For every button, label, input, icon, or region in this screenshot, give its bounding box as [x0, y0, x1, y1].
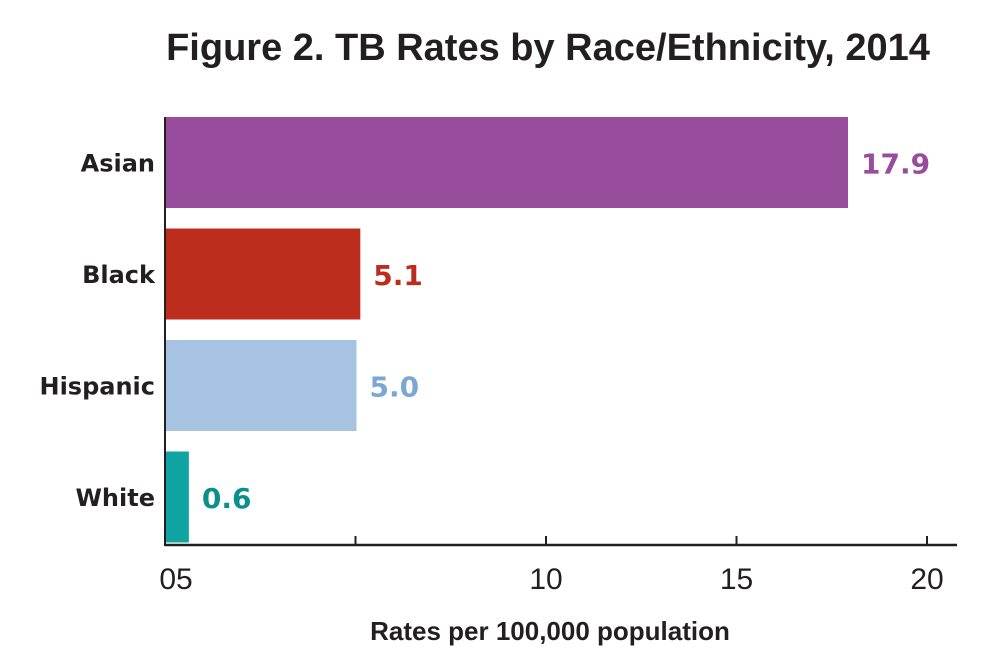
x-tick-label: 10 — [529, 563, 562, 596]
category-label-asian: Asian — [81, 150, 155, 178]
chart-title: Figure 2. TB Rates by Race/Ethnicity, 20… — [166, 27, 930, 69]
category-label-white: White — [75, 484, 155, 512]
category-label-black: Black — [82, 261, 156, 289]
axes — [164, 117, 957, 547]
x-tick-label: 05 — [159, 563, 192, 596]
x-ticks: 05 10 15 20 — [159, 536, 944, 596]
bar-hispanic — [166, 340, 357, 431]
value-label-asian: 17.9 — [861, 148, 930, 181]
bar-black — [166, 228, 361, 320]
value-label-black: 5.1 — [373, 259, 423, 292]
bar-asian — [166, 117, 848, 208]
bar-white — [166, 451, 189, 543]
x-tick-label: 20 — [910, 563, 943, 596]
x-tick-label: 15 — [720, 563, 753, 596]
bars-group — [166, 117, 848, 543]
value-labels: 17.9 5.1 5.0 0.6 — [202, 148, 930, 516]
category-label-hispanic: Hispanic — [39, 373, 155, 401]
value-label-white: 0.6 — [202, 482, 252, 515]
value-label-hispanic: 5.0 — [370, 371, 420, 404]
category-labels: Asian Black Hispanic White — [39, 150, 156, 513]
x-axis-label: Rates per 100,000 population — [370, 616, 730, 646]
